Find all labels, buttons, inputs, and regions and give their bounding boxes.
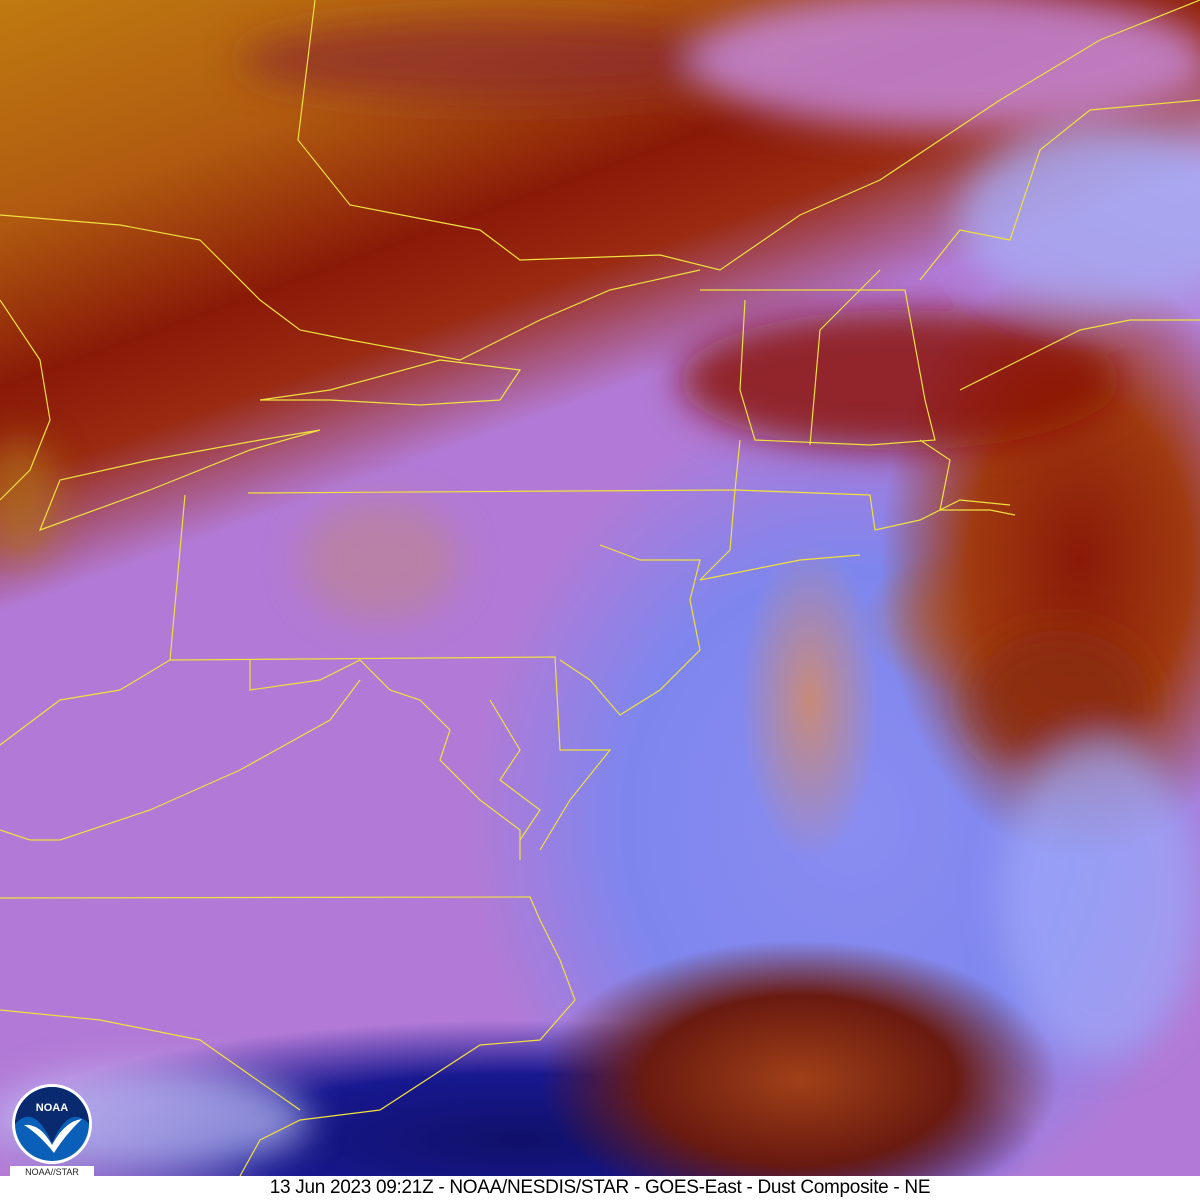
svg-text:NOAA: NOAA <box>36 1102 68 1114</box>
svg-text:NOAA//STAR: NOAA//STAR <box>25 1167 79 1176</box>
image-caption: 13 Jun 2023 09:21Z - NOAA/NESDIS/STAR - … <box>0 1176 1200 1200</box>
noaa-logo: NOAA NOAA//STAR <box>10 1084 94 1176</box>
